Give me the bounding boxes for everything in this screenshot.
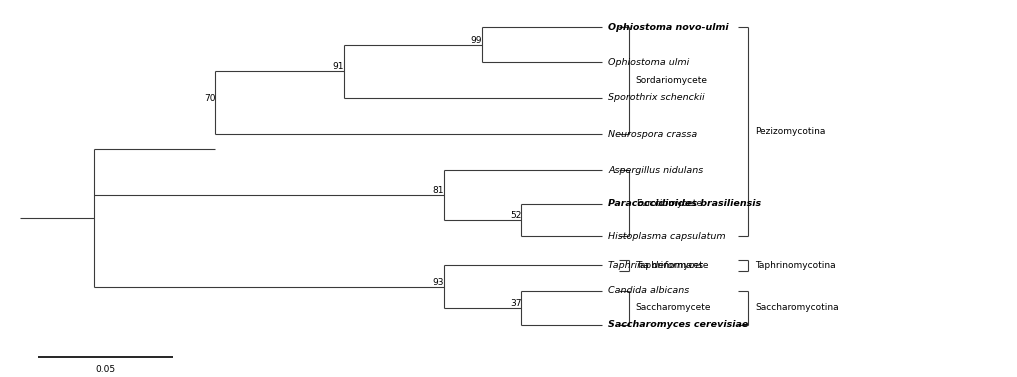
Text: Histoplasma capsulatum: Histoplasma capsulatum [608,231,726,241]
Text: Saccharomycete: Saccharomycete [636,303,711,312]
Text: 93: 93 [433,277,444,287]
Text: Saccharomycotina: Saccharomycotina [756,303,839,312]
Text: Taphrinomycotina: Taphrinomycotina [756,261,836,270]
Text: Ophiostoma novo-ulmi: Ophiostoma novo-ulmi [608,23,729,32]
Text: Sordariomycete: Sordariomycete [636,76,708,85]
Text: 99: 99 [470,36,482,45]
Text: 70: 70 [204,94,216,103]
Text: 52: 52 [510,211,522,220]
Text: Taphrina deformans: Taphrina deformans [608,261,704,270]
Text: 91: 91 [333,62,344,71]
Text: 37: 37 [510,299,522,308]
Text: 81: 81 [433,186,444,195]
Text: Ophiostoma ulmi: Ophiostoma ulmi [608,58,690,67]
Text: Sporothrix schenckii: Sporothrix schenckii [608,93,705,102]
Text: Candida albicans: Candida albicans [608,286,690,295]
Text: Pezizomycotina: Pezizomycotina [756,127,826,136]
Text: Neurospora crassa: Neurospora crassa [608,130,698,139]
Text: Paracoccidioides brasiliensis: Paracoccidioides brasiliensis [608,199,762,208]
Text: 0.05: 0.05 [96,365,116,374]
Text: Saccharomyces cerevisiae: Saccharomyces cerevisiae [608,320,749,329]
Text: Aspergillus nidulans: Aspergillus nidulans [608,166,704,175]
Text: Taphrinomycete: Taphrinomycete [636,261,708,270]
Text: Eurotiomycete: Eurotiomycete [636,199,702,208]
